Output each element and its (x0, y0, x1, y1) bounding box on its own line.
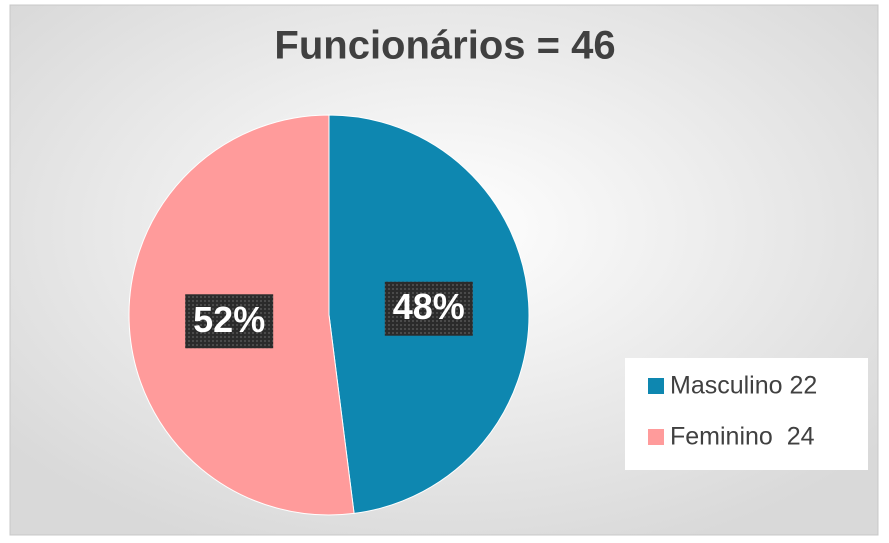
data-label: 52% (193, 299, 265, 340)
legend-swatch (648, 378, 664, 394)
legend-box (625, 358, 868, 470)
legend-swatch (648, 429, 664, 445)
chart-title: Funcionários = 46 (274, 24, 615, 68)
data-label: 48% (393, 286, 465, 327)
legend-label: Masculino 22 (670, 372, 817, 400)
data-label-box (185, 294, 274, 349)
legend-label: Feminino 24 (670, 423, 815, 451)
data-label-box (384, 281, 473, 336)
